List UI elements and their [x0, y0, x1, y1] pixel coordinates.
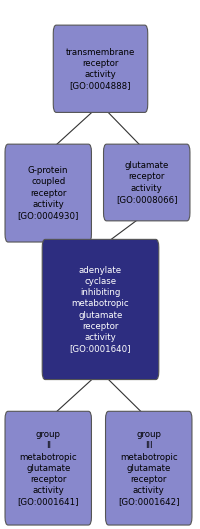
Text: G-protein
coupled
receptor
activity
[GO:0004930]: G-protein coupled receptor activity [GO:…: [17, 167, 79, 220]
FancyBboxPatch shape: [105, 412, 191, 525]
Text: transmembrane
receptor
activity
[GO:0004888]: transmembrane receptor activity [GO:0004…: [65, 48, 135, 90]
Text: glutamate
receptor
activity
[GO:0008066]: glutamate receptor activity [GO:0008066]: [115, 161, 177, 204]
Text: adenylate
cyclase
inhibiting
metabotropic
glutamate
receptor
activity
[GO:000164: adenylate cyclase inhibiting metabotropi…: [69, 266, 131, 353]
FancyBboxPatch shape: [42, 239, 158, 380]
FancyBboxPatch shape: [5, 412, 91, 525]
Text: group
II
metabotropic
glutamate
receptor
activity
[GO:0001641]: group II metabotropic glutamate receptor…: [17, 431, 79, 506]
FancyBboxPatch shape: [53, 25, 147, 113]
FancyBboxPatch shape: [103, 144, 189, 221]
FancyBboxPatch shape: [5, 144, 91, 242]
Text: group
III
metabotropic
glutamate
receptor
activity
[GO:0001642]: group III metabotropic glutamate recepto…: [117, 431, 179, 506]
